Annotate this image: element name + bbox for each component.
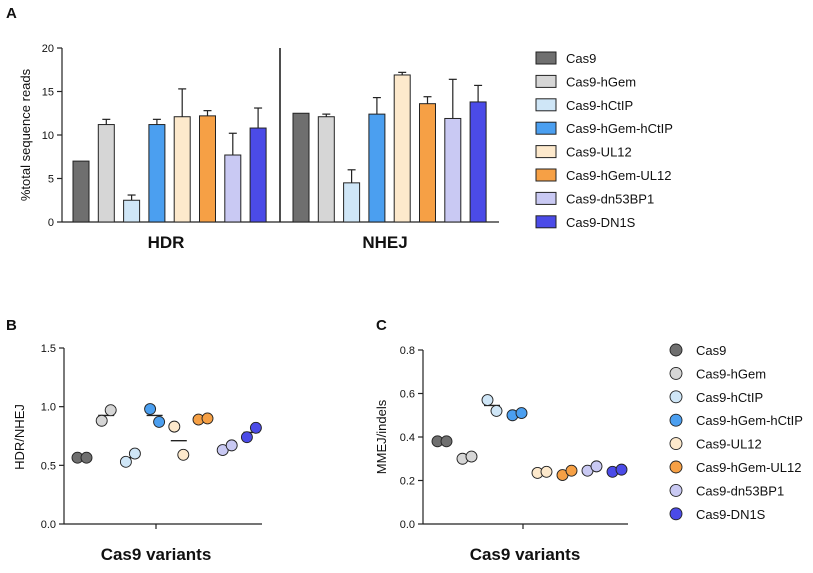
panel-b-data-point: [144, 403, 157, 415]
panel-a-legend-label: Cas9-dn53BP1: [566, 191, 654, 206]
panel-a-bar: [199, 115, 216, 223]
panel-b-y-axis-title: HDR/NHEJ: [12, 404, 27, 470]
panel-a-bar: [148, 124, 166, 223]
panel-c-y-tick-label: 0.4: [400, 432, 415, 444]
panel-c-data-point: [515, 407, 528, 420]
panel-c-data-point: [440, 435, 453, 448]
panel-c-data-point: [490, 404, 503, 417]
panel-bc-legend-marker: [669, 460, 683, 474]
panel-a-legend-label: Cas9-UL12: [566, 145, 632, 160]
panel-bc-legend-label: Cas9-hGem-hCtIP: [696, 413, 803, 428]
panel-a-legend-swatch: [535, 74, 557, 88]
panel-bc-legend-label: Cas9: [696, 343, 726, 358]
panel-b-data-point: [249, 421, 262, 434]
panel-b-data-point: [104, 404, 117, 417]
panel-bc-legend-marker: [669, 366, 683, 380]
panel-a-bar: [224, 154, 242, 223]
panel-b-y-tick-label: 1.0: [41, 402, 56, 414]
panel-letter-a: A: [6, 5, 17, 22]
panel-b-x-axis-title: Cas9 variants: [101, 545, 212, 564]
panel-a-legend-label: Cas9-hGem-UL12: [566, 168, 672, 183]
panel-b-y-tick-label: 0.5: [41, 460, 56, 472]
panel-letter-b: B: [6, 317, 17, 334]
panel-a-group-label-hdr: HDR: [148, 233, 185, 252]
panel-b-data-point: [153, 415, 166, 428]
panel-b-data-point: [95, 414, 108, 427]
panel-c-data-point: [590, 460, 603, 473]
panel-bc-legend-marker: [669, 437, 683, 451]
panel-a-bar: [343, 182, 361, 223]
panel-b-data-point: [240, 431, 253, 444]
panel-b-data-point: [168, 420, 181, 433]
panel-c-data-point: [615, 463, 628, 476]
panel-b-data-point: [80, 451, 93, 464]
panel-a-legend-label: Cas9-hCtIP: [566, 98, 633, 113]
panel-a-y-tick-label: 10: [42, 130, 54, 142]
panel-a-y-tick-label: 0: [48, 217, 54, 229]
panel-a-bar: [317, 116, 335, 223]
panel-a-legend-label: Cas9-hGem: [566, 74, 636, 89]
panel-a-bar: [72, 160, 90, 223]
panel-a-group-label-nhej: NHEJ: [362, 233, 407, 252]
panel-a-bar: [292, 112, 310, 223]
panel-b-y-tick-label: 1.5: [41, 343, 56, 355]
panel-letter-c: C: [376, 317, 387, 334]
panel-c-data-point: [540, 465, 553, 478]
panel-bc-legend-label: Cas9-hGem: [696, 366, 766, 381]
panel-b-data-point: [225, 439, 238, 452]
panel-a-legend-swatch: [535, 121, 557, 135]
panel-c-data-point: [465, 450, 478, 463]
panel-bc-legend-label: Cas9-hCtIP: [696, 390, 763, 405]
panel-a-legend-swatch: [535, 51, 557, 65]
panel-bc-legend-marker: [669, 343, 683, 357]
panel-a-legend-label: Cas9: [566, 51, 596, 66]
panel-c-y-tick-label: 0.0: [400, 519, 415, 531]
panel-a-y-tick-label: 20: [42, 43, 54, 55]
panel-bc-legend-label: Cas9-UL12: [696, 437, 762, 452]
panel-bc-legend-marker: [669, 390, 683, 404]
panel-a-bar: [393, 74, 411, 223]
panel-bc-legend-label: Cas9-DN1S: [696, 507, 766, 522]
panel-a-bar: [97, 124, 115, 223]
panel-b-data-point: [128, 447, 141, 460]
panel-c-y-axis-title: MMEJ/indels: [374, 399, 389, 474]
panel-c-data-point: [481, 394, 494, 406]
panel-a-bar: [173, 116, 191, 223]
panel-c-y-tick-label: 0.2: [400, 476, 415, 488]
panel-a-bar: [419, 103, 436, 223]
panel-a-bar: [123, 199, 141, 223]
panel-a-legend-swatch: [535, 191, 557, 205]
panel-a-legend-label: Cas9-hGem-hCtIP: [566, 121, 673, 136]
panel-a-legend-swatch: [535, 145, 557, 159]
panel-b-y-tick-label: 0.0: [41, 519, 56, 531]
panel-a-legend-label: Cas9-DN1S: [566, 215, 636, 230]
panel-c-x-axis-title: Cas9 variants: [470, 545, 581, 564]
panel-bc-legend-marker: [669, 413, 683, 427]
panel-a-legend-swatch: [535, 215, 557, 229]
panel-a-bar: [368, 113, 386, 223]
panel-a-legend-swatch: [535, 168, 557, 182]
panel-b-data-point: [177, 448, 190, 461]
panel-c-y-tick-label: 0.8: [400, 345, 415, 357]
panel-a-y-tick-label: 15: [42, 87, 54, 99]
panel-a-bar: [249, 127, 267, 223]
panel-a-y-axis-title: %total sequence reads: [18, 68, 33, 201]
panel-a-bar: [444, 117, 462, 223]
panel-a-legend-swatch: [535, 98, 557, 112]
panel-c-data-point: [565, 464, 578, 477]
panel-bc-legend-label: Cas9-dn53BP1: [696, 483, 784, 498]
panel-bc-legend-label: Cas9-hGem-UL12: [696, 460, 802, 475]
panel-a-y-tick-label: 5: [48, 174, 54, 186]
panel-b-data-point: [119, 455, 132, 468]
panel-bc-legend-marker: [669, 483, 683, 497]
panel-bc-legend-marker: [669, 507, 683, 521]
panel-a-bar: [469, 101, 487, 223]
panel-c-y-tick-label: 0.6: [400, 389, 415, 401]
panel-b-data-point: [201, 412, 214, 425]
